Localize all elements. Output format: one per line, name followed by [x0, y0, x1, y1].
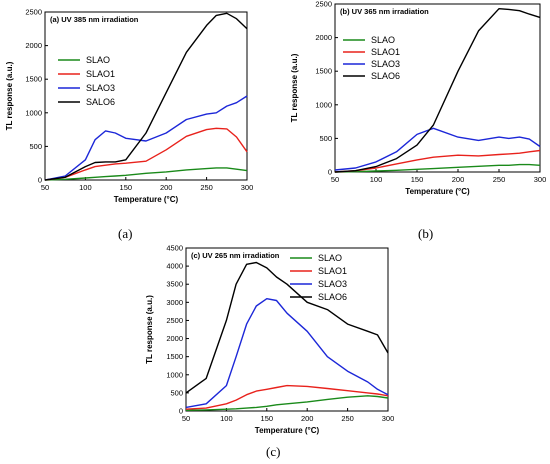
chart-svg-c: 50 100 150 200 250 30005001000150020002500300…	[145, 244, 395, 436]
x-tick-label: 100	[370, 175, 383, 184]
legend-label: SLAO6	[371, 71, 400, 81]
caption-b: (b)	[418, 226, 434, 241]
series-line-slao6	[334, 7, 541, 173]
y-tick-label: 1000	[315, 100, 332, 109]
x-tick-label: 300	[534, 175, 547, 184]
x-tick-label: 200	[452, 175, 465, 184]
x-tick-label: 50	[41, 183, 49, 192]
y-tick-label: 1500	[25, 75, 42, 84]
y-axis-title: TL response (a.u.)	[5, 61, 14, 130]
series-line-slao6	[185, 261, 389, 394]
series-line-slao1	[44, 127, 248, 181]
x-tick-label: 150	[261, 414, 274, 423]
legend-label: SLAO	[318, 253, 342, 263]
y-tick-label: 2000	[25, 41, 42, 50]
series-line-slao3	[44, 95, 248, 181]
legend-label: SALO6	[86, 97, 115, 107]
y-tick-label: 2500	[166, 316, 183, 325]
caption-c: (c)	[266, 444, 281, 459]
series-line-salo6	[44, 12, 248, 181]
legend-label: SLAO3	[318, 279, 347, 289]
x-tick-label: 150	[120, 183, 133, 192]
y-tick-label: 1500	[166, 352, 183, 361]
y-tick-label: 1500	[315, 67, 332, 76]
x-tick-label: 100	[79, 183, 92, 192]
x-tick-label: 300	[241, 183, 254, 192]
y-tick-label: 2500	[315, 0, 332, 9]
y-tick-label: 3500	[166, 280, 183, 289]
y-tick-label: 2000	[166, 334, 183, 343]
y-axis-title: TL response (a.u.)	[290, 53, 299, 122]
x-tick-label: 150	[411, 175, 424, 184]
legend-label: SLAO1	[371, 47, 400, 57]
chart-title: (c) UV 265 nm irradiation	[191, 251, 280, 260]
y-tick-label: 3000	[166, 298, 183, 307]
series-line-slao	[185, 395, 389, 411]
legend-label: SLAO3	[86, 83, 115, 93]
series-line-slao3	[185, 298, 389, 409]
y-tick-label: 2000	[315, 33, 332, 42]
x-tick-label: 50	[182, 414, 190, 423]
legend-label: SLAO1	[86, 69, 115, 79]
plot-frame	[334, 3, 541, 173]
x-axis-title: Temperature (°C)	[114, 195, 179, 204]
legend-label: SLAO1	[318, 266, 347, 276]
chart-panel-a: 50 100 150 200 250 300 0 500 1000 1500 2000 2500 Tem…	[0, 0, 260, 220]
legend-label: SLAO	[371, 35, 395, 45]
series-line-slao1	[334, 149, 541, 173]
x-axis-title: Temperature (°C)	[405, 187, 470, 196]
caption-a: (a)	[118, 226, 133, 241]
y-tick-label: 1000	[166, 370, 183, 379]
x-tick-label: 100	[220, 414, 233, 423]
y-tick-label: 0	[328, 168, 332, 177]
chart-title: (a) UV 385 nm irradiation	[50, 15, 139, 24]
x-tick-label: 200	[301, 414, 314, 423]
chart-svg-b: 50 100 150 200 250 300 0 500 1000 1500 2000 2500 Tem…	[290, 0, 547, 196]
x-tick-label: 200	[160, 183, 173, 192]
y-tick-label: 0	[38, 176, 42, 185]
series-line-slao1	[185, 384, 389, 410]
legend-label: SLAO	[86, 55, 110, 65]
y-tick-label: 1000	[25, 108, 42, 117]
series-line-slao	[334, 163, 541, 173]
chart-svg-a: 50 100 150 200 250 300 0 500 1000 1500 2000 2500 Tem…	[5, 8, 254, 205]
y-tick-label: 500	[29, 142, 42, 151]
y-axis-title: TL response (a.u.)	[145, 295, 154, 364]
x-axis-title: Temperature (°C)	[255, 426, 320, 435]
plot-frame	[44, 11, 248, 181]
y-tick-label: 4000	[166, 262, 183, 271]
chart-title: (b) UV 365 nm irradiation	[340, 7, 429, 16]
x-tick-label: 250	[493, 175, 506, 184]
x-tick-label: 300	[382, 414, 395, 423]
chart-panel-c: 50 100 150 200 250 300 0 500 1000 1500 2000 2500 300…	[140, 236, 410, 448]
y-tick-label: 2500	[25, 8, 42, 17]
series-line-slao	[44, 167, 248, 181]
y-tick-label: 500	[319, 134, 332, 143]
x-tick-label: 50	[331, 175, 339, 184]
x-tick-label: 250	[200, 183, 213, 192]
plot-frame	[185, 247, 389, 412]
legend-label: SLAO3	[371, 59, 400, 69]
y-tick-label: 0	[179, 407, 183, 416]
series-line-slao3	[334, 127, 541, 171]
y-tick-label: 500	[170, 388, 183, 397]
x-tick-label: 250	[341, 414, 354, 423]
legend-label: SLAO6	[318, 292, 347, 302]
y-tick-label: 4500	[166, 244, 183, 253]
chart-panel-b: 50 100 150 200 250 300 0 500 1000 1500 2000 2500 Tem…	[285, 0, 547, 220]
